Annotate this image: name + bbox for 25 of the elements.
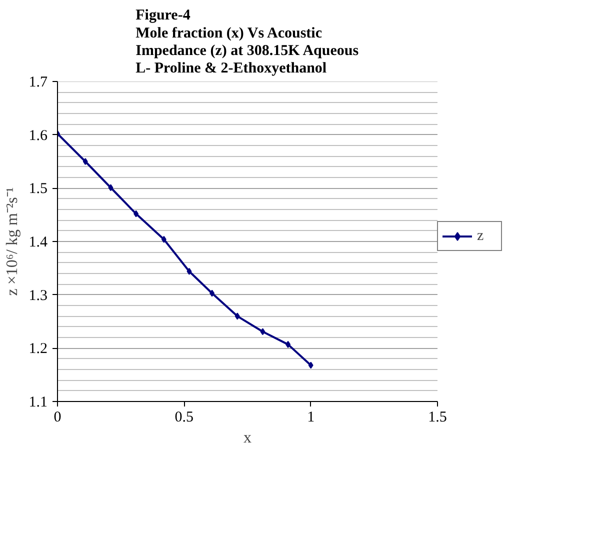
x-tick-label: 1.5 — [428, 410, 447, 426]
point — [134, 210, 139, 218]
x-axis-title: x — [244, 430, 252, 446]
y-axis-title: z ×10⁶/ kg m⁻²s⁻¹ — [4, 187, 21, 296]
y-tick-label: 1.4 — [28, 234, 48, 250]
point — [210, 290, 215, 297]
legend-label: z — [477, 228, 485, 244]
point — [286, 340, 291, 348]
point — [260, 328, 266, 336]
y-tick-label: 1.3 — [28, 288, 48, 304]
y-tick-label: 1.6 — [28, 128, 48, 144]
point — [82, 158, 88, 165]
y-tick-label: 1.7 — [28, 74, 48, 90]
point — [234, 312, 240, 320]
point — [308, 362, 314, 369]
point — [186, 268, 192, 275]
point — [161, 236, 166, 243]
point — [108, 184, 114, 192]
y-tick-label: 1.5 — [28, 181, 48, 198]
y-tick-label: 1.1 — [28, 394, 48, 410]
y-tick-label: 1.2 — [28, 341, 48, 358]
chart-title: Figure-4 Mole fraction (x) Vs Acoustic Impedance (z) at 308.15K Aqueous L- Proline & 2-Ethoxyethanol — [136, 8, 359, 76]
x-tick-label: 0 — [54, 410, 62, 426]
x-tick-label: 0.5 — [174, 410, 194, 426]
x-tick-label: 1 — [307, 410, 315, 426]
